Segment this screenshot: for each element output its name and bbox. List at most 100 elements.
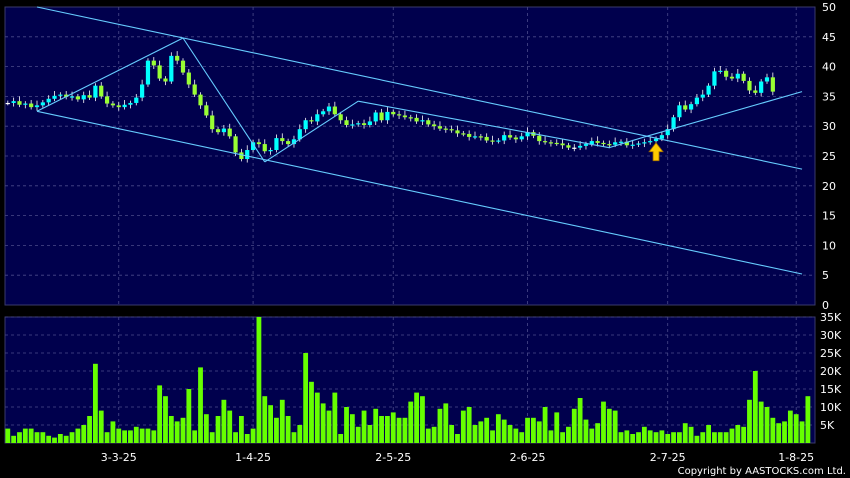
price-grid [5,7,815,305]
volume-bar [431,426,437,443]
volume-bar [747,399,752,443]
volume-bar [437,408,443,443]
volume-bar [69,432,75,443]
candle-body [595,141,600,143]
volume-bar [624,430,630,443]
price-tick-label: 35 [822,90,836,103]
candle-body [186,72,191,85]
trendline [644,91,803,138]
volume-bar [460,410,466,443]
volume-bar [782,421,787,443]
volume-bar [332,392,338,443]
candle-body [519,136,524,140]
candle-body [379,112,384,121]
candle-body [286,141,291,145]
volume-bar [338,434,344,443]
volume-bar [723,432,729,443]
volume-bar [805,396,811,443]
volume-bar [209,432,215,443]
candle-body [69,96,75,98]
volume-bar [349,414,355,443]
x-tick-label: 3-3-25 [101,451,137,464]
candle-body [484,136,489,141]
candle-body [478,136,483,138]
volume-bar [414,392,419,443]
candle-body [741,73,746,81]
candle-body [507,135,513,138]
volume-bar [163,396,168,443]
volume-bar [495,414,501,443]
candle-body [87,95,92,98]
trendline [36,110,803,275]
volume-tick-label: 25K [820,347,842,360]
volume-bar [531,417,536,443]
volume-bar [571,408,577,443]
x-tick-label: 1-4-25 [235,451,271,464]
candle-body [34,105,40,108]
volume-bar [484,417,490,443]
volume-bar [11,435,17,443]
volume-bar [373,408,379,443]
candle-body [116,105,121,108]
candle-body [408,117,413,119]
candle-body [601,142,606,145]
candle-body [110,103,116,106]
x-tick-label: 2-5-25 [375,451,411,464]
candle-body [461,133,466,135]
candle-body [256,142,262,145]
volume-bar [770,417,776,443]
trendlines [36,6,803,275]
volume-bar [548,430,554,443]
volume-tick-label: 5K [820,419,835,432]
volume-bar [291,432,297,443]
volume-bar [706,425,711,443]
volume-bar [735,425,741,443]
volume-bar [741,426,747,443]
candle-body [274,138,279,151]
candle-body [513,137,518,140]
volume-bar [379,416,384,443]
candle-body [175,55,180,61]
candle-body [572,147,577,149]
volume-bar [367,425,373,443]
candle-body [613,142,618,145]
price-tick-label: 30 [822,120,836,133]
volume-bar [320,403,326,443]
candle-body [99,85,104,97]
volume-bar [583,419,589,443]
price-candles [5,51,775,163]
candle-body [134,97,139,103]
volume-bar [490,430,495,443]
candle-body [361,123,367,126]
candle-body [367,121,372,126]
volume-bar [612,410,618,443]
candle-body [659,135,664,139]
volume-bar [787,410,793,443]
candle-body [537,135,542,142]
volume-bar [221,399,227,443]
volume-bar [110,421,116,443]
volume-bar [151,430,157,443]
candle-body [566,145,571,148]
volume-tick-label: 35K [820,311,842,324]
volume-tick-label: 20K [820,365,842,378]
candle-body [151,60,156,66]
candle-body [280,138,285,142]
volume-bar [507,425,513,443]
volume-bar [355,426,361,443]
volume-bar [198,367,203,443]
price-tick-label: 15 [822,210,836,223]
volume-bar [57,434,63,443]
volume-bar [589,428,595,443]
volume-bars [5,317,811,443]
volume-bar [168,416,174,443]
volume-bar [525,417,530,443]
candle-body [122,104,127,108]
candle-body [694,97,700,105]
volume-bar [752,371,758,443]
volume-bar [215,416,221,443]
volume-bar [712,432,717,443]
candle-body [198,94,203,106]
volume-bar [519,432,525,443]
